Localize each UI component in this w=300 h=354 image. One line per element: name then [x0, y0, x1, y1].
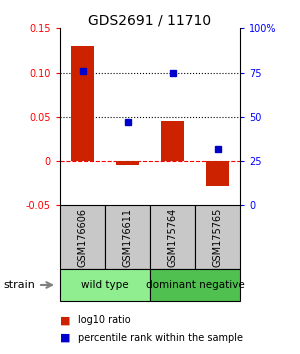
FancyBboxPatch shape: [60, 269, 150, 301]
Text: strain: strain: [3, 280, 35, 290]
Text: ■: ■: [60, 333, 70, 343]
FancyBboxPatch shape: [60, 205, 105, 269]
Title: GDS2691 / 11710: GDS2691 / 11710: [88, 13, 212, 27]
Bar: [206, 161, 229, 186]
Text: GSM176611: GSM176611: [122, 208, 133, 267]
Text: ■: ■: [60, 315, 70, 325]
FancyBboxPatch shape: [105, 205, 150, 269]
FancyBboxPatch shape: [195, 205, 240, 269]
Text: log10 ratio: log10 ratio: [78, 315, 130, 325]
Bar: [116, 161, 139, 166]
Bar: [161, 121, 184, 161]
FancyBboxPatch shape: [150, 205, 195, 269]
Text: GSM175764: GSM175764: [167, 207, 178, 267]
Text: GSM175765: GSM175765: [212, 207, 223, 267]
Text: GSM176606: GSM176606: [77, 208, 88, 267]
Text: wild type: wild type: [81, 280, 129, 290]
Bar: [71, 46, 94, 161]
FancyBboxPatch shape: [150, 269, 240, 301]
Text: percentile rank within the sample: percentile rank within the sample: [78, 333, 243, 343]
Text: dominant negative: dominant negative: [146, 280, 244, 290]
